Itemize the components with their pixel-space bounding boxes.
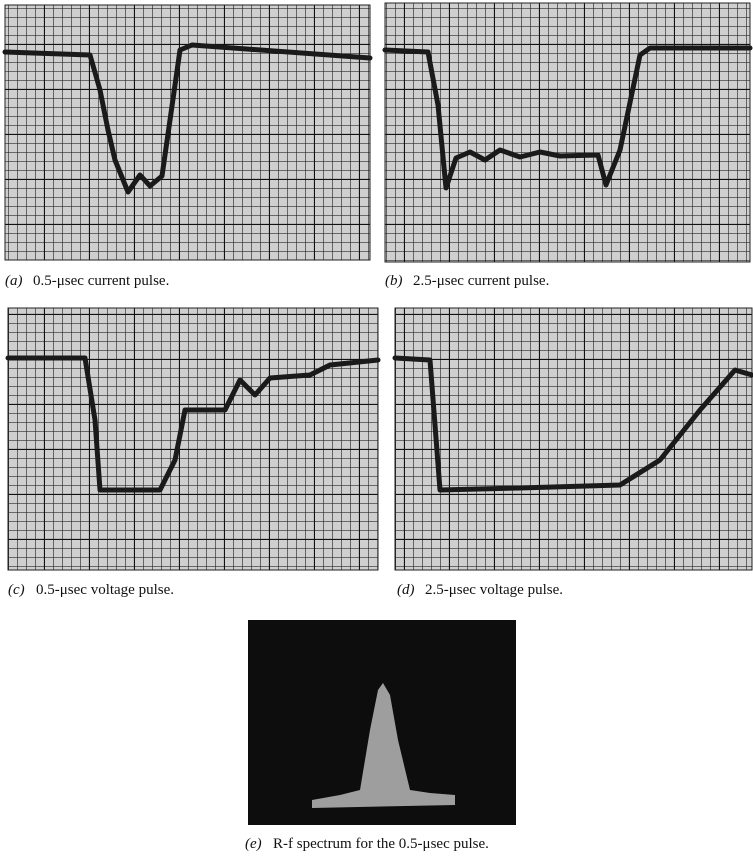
caption-text: R-f spectrum for the 0.5-μsec pulse. [273, 836, 489, 852]
scope-photo-b [382, 2, 753, 263]
scope-photo-a [2, 4, 373, 261]
caption-label: (e) [245, 836, 262, 852]
caption-label: (d) [397, 582, 415, 598]
caption-text: 0.5-μsec current pulse. [33, 273, 169, 289]
scope-photo-d [392, 307, 753, 571]
caption-text: 2.5-μsec voltage pulse. [425, 582, 563, 598]
caption-text: 2.5-μsec current pulse. [413, 273, 549, 289]
spectrum-photo-e [248, 620, 516, 825]
scope-photo-c [5, 307, 381, 571]
caption-label: (a) [5, 273, 23, 289]
caption-label: (c) [8, 582, 25, 598]
caption-label: (b) [385, 273, 403, 289]
caption-text: 0.5-μsec voltage pulse. [36, 582, 174, 598]
